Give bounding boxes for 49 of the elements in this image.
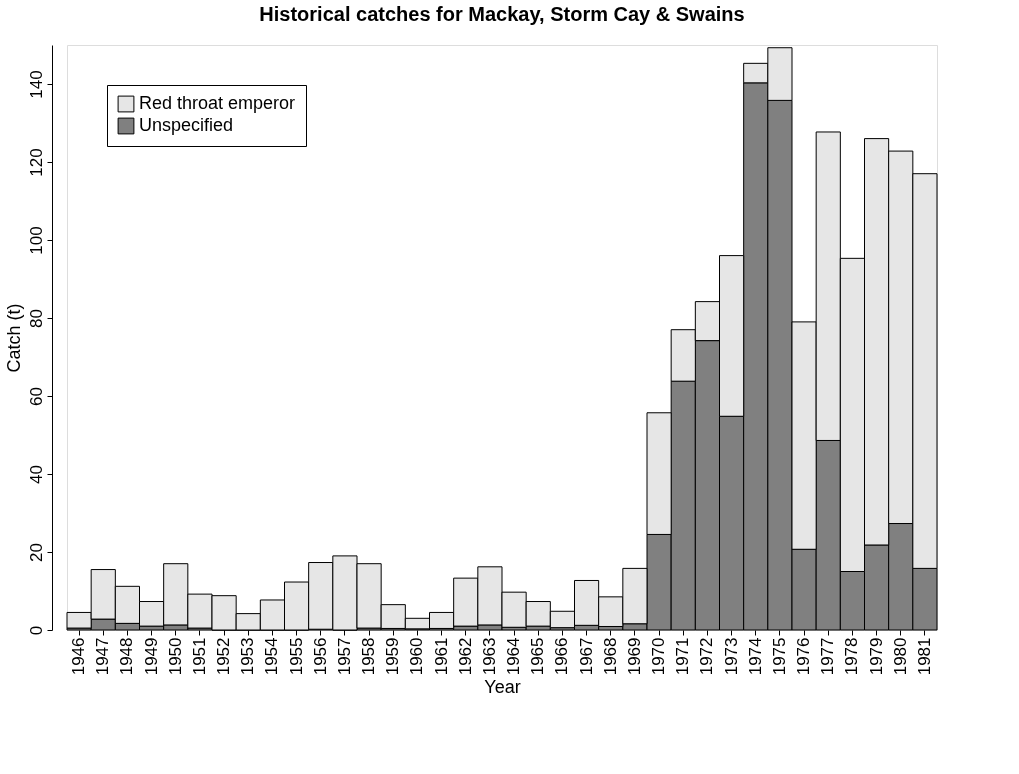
x-tick-label: 1961	[431, 637, 451, 676]
x-tick-label: 1948	[117, 637, 137, 676]
x-tick-label: 1957	[334, 637, 354, 676]
x-tick-label: 1970	[649, 637, 669, 676]
x-tick-label: 1952	[214, 637, 234, 676]
x-tick-label: 1974	[745, 637, 765, 676]
y-tick-label: 40	[26, 465, 46, 484]
x-tick-label: 1946	[69, 637, 89, 676]
y-tick-label: 20	[26, 543, 46, 562]
x-tick-label: 1971	[673, 637, 693, 676]
x-tick-label: 1951	[189, 637, 209, 676]
x-tick-label: 1981	[914, 637, 934, 676]
x-tick-label: 1980	[890, 637, 910, 676]
legend-label: Unspecified	[139, 115, 234, 135]
x-tick-label: 1947	[93, 637, 113, 676]
x-tick-label: 1954	[262, 637, 282, 676]
x-tick-label: 1950	[165, 637, 185, 676]
x-tick-label: 1972	[697, 637, 717, 676]
y-tick-label: 80	[26, 309, 46, 328]
x-tick-label: 1964	[504, 637, 524, 676]
x-tick-label: 1968	[600, 637, 620, 676]
x-tick-label: 1959	[383, 637, 403, 676]
x-tick-label: 1949	[141, 637, 161, 676]
y-tick-label: 60	[26, 387, 46, 406]
x-tick-label: 1962	[455, 637, 475, 676]
x-tick-label: 1977	[818, 637, 838, 676]
legend-label: Red throat emperor	[139, 93, 296, 113]
y-axis-title: Catch (t)	[3, 303, 24, 373]
x-tick-label: 1967	[576, 637, 596, 676]
chart-title: Historical catches for Mackay, Storm Cay & Swains	[259, 3, 745, 25]
x-tick-label: 1963	[479, 637, 499, 676]
x-tick-label: 1965	[528, 637, 548, 676]
x-tick-label: 1975	[769, 637, 789, 676]
x-tick-label: 1953	[238, 637, 258, 676]
y-tick-label: 100	[26, 226, 46, 255]
x-tick-label: 1979	[866, 637, 886, 676]
x-tick-label: 1960	[407, 637, 427, 676]
y-tick-label: 140	[26, 70, 46, 99]
x-tick-label: 1966	[552, 637, 572, 676]
x-axis-title: Year	[484, 677, 521, 698]
x-tick-label: 1978	[842, 637, 862, 676]
x-tick-label: 1976	[794, 637, 814, 676]
y-tick-label: 120	[26, 148, 46, 177]
y-tick-label: 0	[26, 625, 46, 636]
x-tick-label: 1969	[624, 637, 644, 676]
x-tick-label: 1955	[286, 637, 306, 676]
x-tick-label: 1956	[310, 637, 330, 676]
x-tick-label: 1958	[359, 637, 379, 676]
x-tick-label: 1973	[721, 637, 741, 676]
